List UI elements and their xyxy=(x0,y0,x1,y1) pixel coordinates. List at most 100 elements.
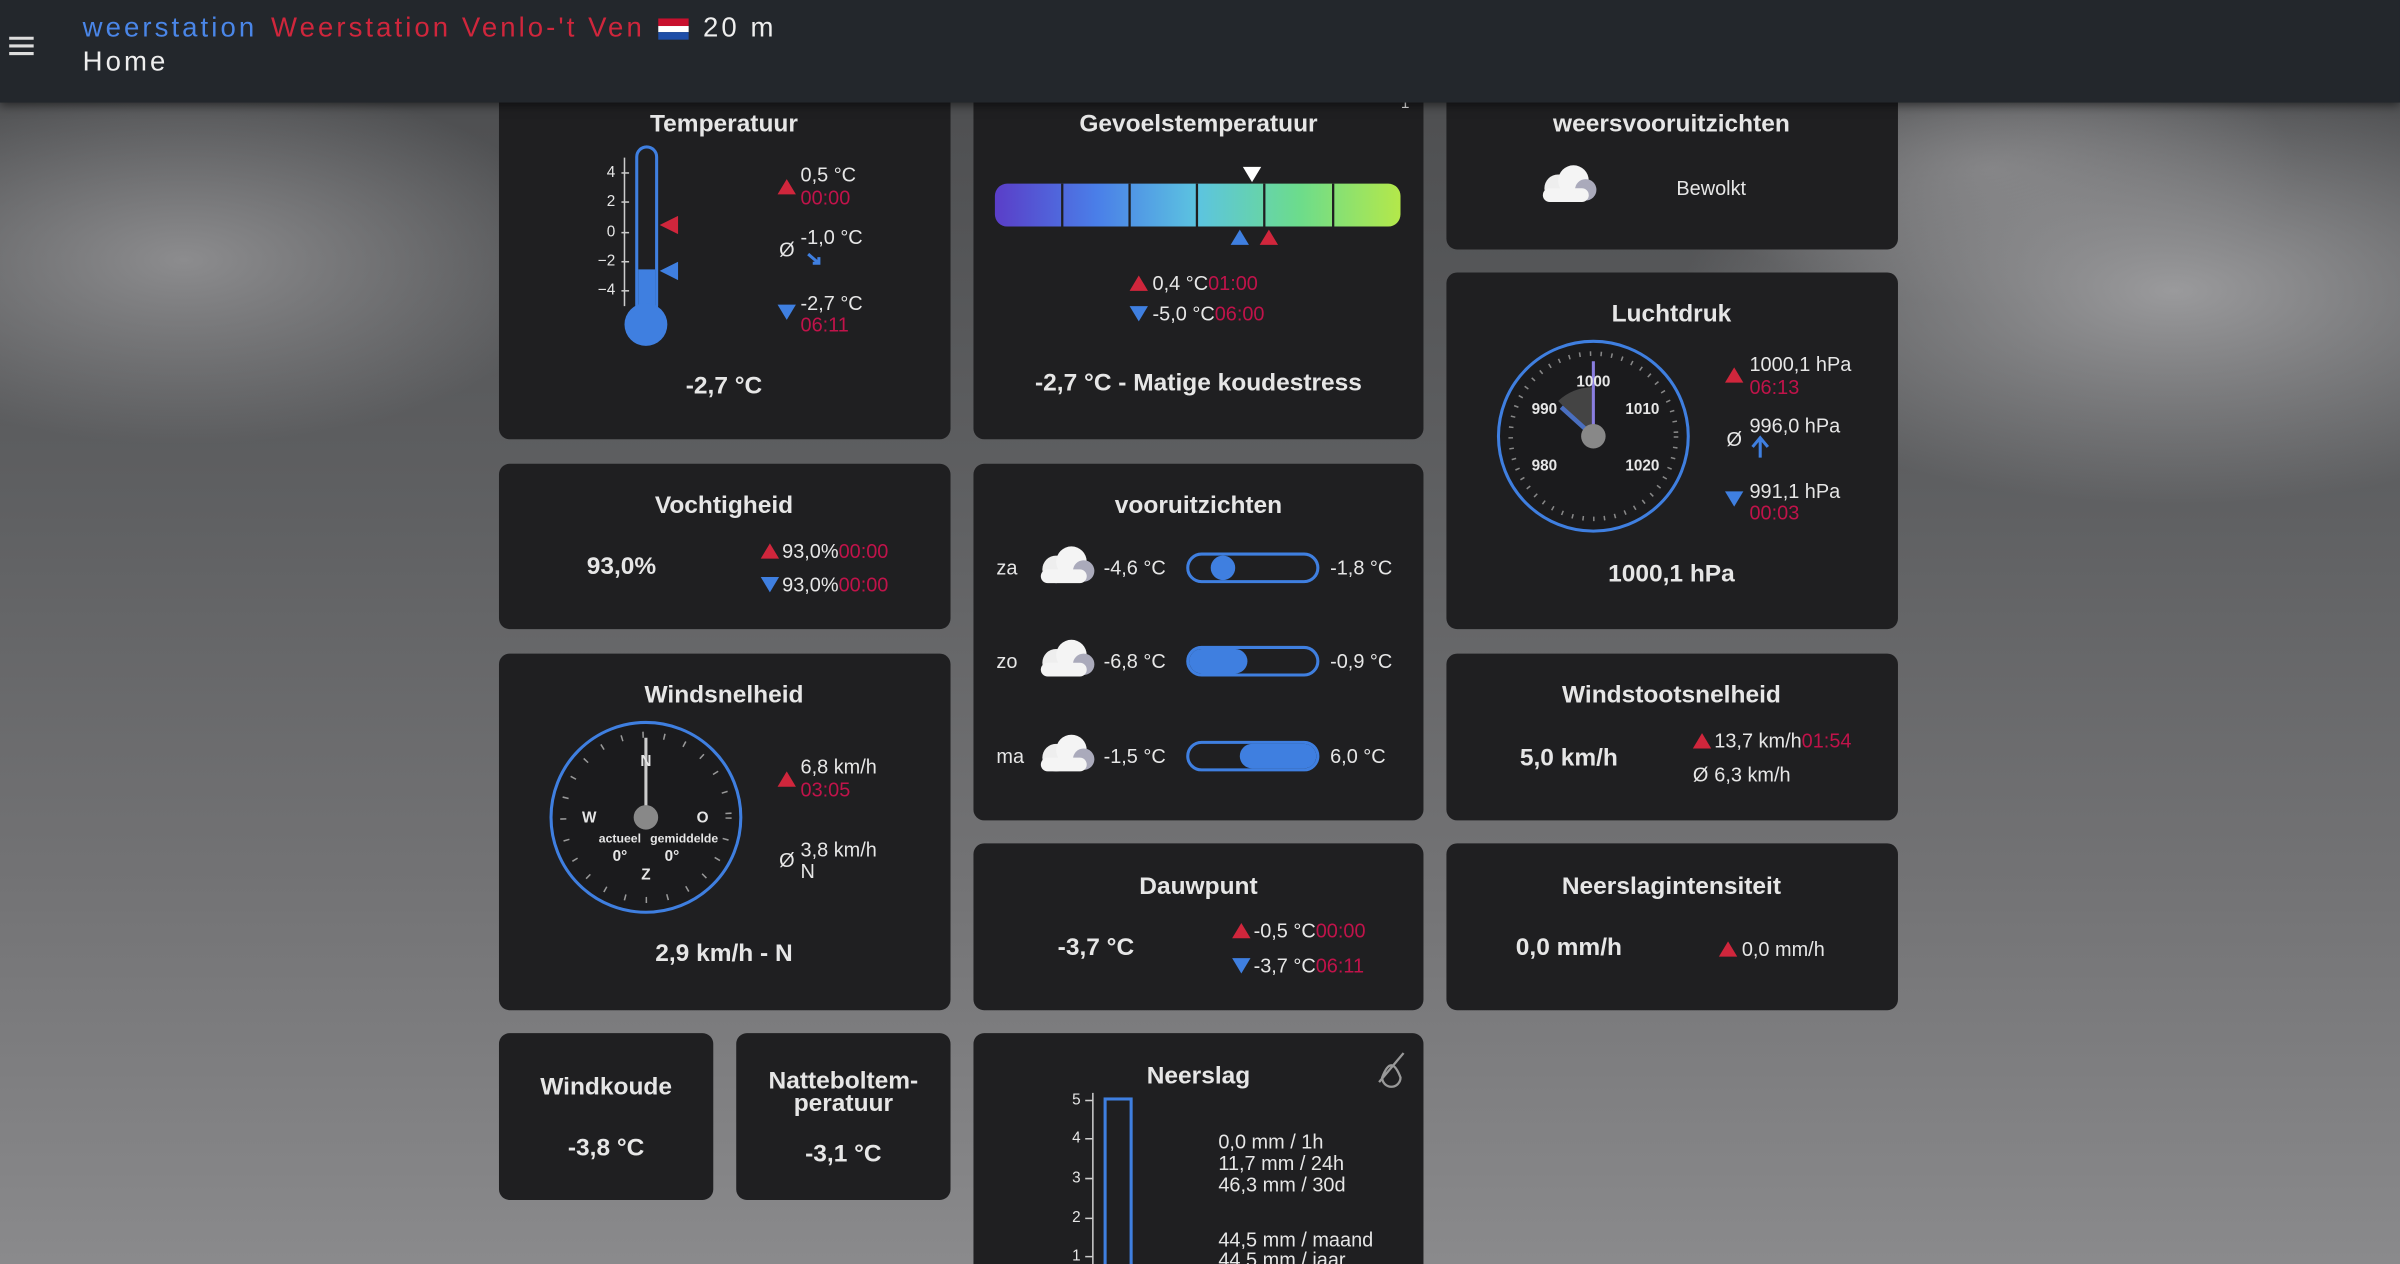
scale: 0 xyxy=(606,224,616,242)
avg: 6,3 km/h xyxy=(1714,763,1791,786)
min: 93,0% xyxy=(782,573,839,597)
min-icon xyxy=(760,577,780,593)
min-time: 06:11 xyxy=(800,313,849,336)
max-icon xyxy=(1718,941,1738,957)
title: Gevoelstemperatuur xyxy=(1079,111,1318,138)
page-title: Home xyxy=(82,45,169,77)
dial: 1020 xyxy=(1625,458,1660,476)
compass: W xyxy=(582,810,597,828)
avg: 996,0 hPa xyxy=(1749,414,1841,437)
totals: 0,0 mm / 1h xyxy=(1218,1130,1324,1154)
min-time: 00:00 xyxy=(838,573,889,597)
day: za xyxy=(996,556,1018,580)
max: 13,7 km/h xyxy=(1714,729,1802,753)
stat-row: 13,7 km/h01:54 xyxy=(1714,729,1851,752)
min-time: 06:00 xyxy=(1214,302,1265,326)
title: Temperatuur xyxy=(650,111,798,138)
max: 0,5 °C xyxy=(800,163,857,186)
card xyxy=(736,1033,951,1200)
badge: 1 xyxy=(1400,95,1410,113)
stat-row: 0,4 °C01:00 xyxy=(1153,272,1258,295)
min: -3,7 °C xyxy=(1253,954,1316,978)
stat-row: 93,0%00:00 xyxy=(782,573,888,596)
current: -3,7 °C xyxy=(1057,935,1135,962)
card xyxy=(973,61,1424,440)
altitude: 20 m xyxy=(703,12,777,43)
scale: 5 xyxy=(1072,1092,1081,1109)
app-bar: weerstation Weerstation Venlo-'t Ven 20 … xyxy=(0,0,2400,103)
avg: 3,8 km/h xyxy=(800,838,877,861)
brand: weerstation xyxy=(82,12,258,43)
low: -1,5 °C xyxy=(1103,744,1166,768)
menu-button[interactable] xyxy=(6,31,43,68)
card xyxy=(973,1033,1424,1264)
max: 93,0% xyxy=(782,539,839,563)
card xyxy=(1446,653,1898,821)
current: -3,8 °C xyxy=(567,1135,645,1162)
max-time: 01:00 xyxy=(1208,271,1258,295)
min: -2,7 °C xyxy=(800,291,863,315)
title-lines: Natteboltem- xyxy=(768,1068,919,1095)
title: Neerslag xyxy=(1146,1063,1251,1090)
low: -4,6 °C xyxy=(1103,556,1166,580)
max-time: 00:00 xyxy=(838,539,889,563)
card xyxy=(1446,843,1898,1011)
scale: −4 xyxy=(597,282,616,300)
min-icon xyxy=(1724,491,1744,507)
compass: Z xyxy=(641,867,651,884)
card xyxy=(498,463,951,630)
min: 991,1 hPa xyxy=(1749,479,1841,503)
max-icon xyxy=(1232,922,1251,939)
dial: 990 xyxy=(1531,401,1558,419)
pressure-gauge xyxy=(1496,339,1770,533)
scale: 4 xyxy=(606,164,616,182)
max: 6,8 km/h xyxy=(800,755,877,779)
cloud-icon xyxy=(1542,165,1597,203)
title: vooruitzichten xyxy=(1114,492,1283,519)
condition: Bewolkt xyxy=(1676,176,1747,200)
current: 2,9 km/h - N xyxy=(655,941,793,968)
min-icon xyxy=(777,304,796,320)
dial: 1010 xyxy=(1625,401,1660,419)
forecast-sliders xyxy=(1040,546,1320,772)
title-lines: peratuur xyxy=(793,1091,894,1118)
max-time: 03:05 xyxy=(800,778,851,802)
actual-label: actueel xyxy=(598,831,642,846)
wind-compass xyxy=(549,720,743,914)
current: 93,0% xyxy=(586,554,657,581)
max-icon xyxy=(777,179,796,195)
high: -1,8 °C xyxy=(1330,556,1393,580)
card xyxy=(498,1033,714,1200)
flag xyxy=(658,17,690,40)
average-label: gemiddelde xyxy=(650,831,719,846)
title: Vochtigheid xyxy=(654,492,794,519)
high: -0,9 °C xyxy=(1330,649,1393,673)
min-time: 06:11 xyxy=(1315,954,1365,978)
totals: 46,3 mm / 30d xyxy=(1218,1173,1346,1197)
title-row: weerstation Weerstation Venlo-'t Ven 20 … xyxy=(83,12,777,44)
max-time: 06:13 xyxy=(1749,375,1800,399)
high: 6,0 °C xyxy=(1330,744,1386,768)
max-icon xyxy=(1129,275,1148,291)
scale: −2 xyxy=(597,253,616,271)
stat-row: -5,0 °C06:00 xyxy=(1153,302,1265,325)
max-time: 00:00 xyxy=(1315,919,1366,943)
avg-symbol: Ø xyxy=(779,848,795,872)
current: -3,1 °C xyxy=(805,1141,882,1168)
current: 5,0 km/h xyxy=(1519,745,1618,772)
rain-gauge xyxy=(1085,1052,1405,1264)
max-icon xyxy=(1692,733,1712,749)
low: -6,8 °C xyxy=(1103,649,1166,673)
avg-symbol: Ø xyxy=(1692,763,1709,786)
totals: 11,7 mm / 24h xyxy=(1218,1151,1345,1175)
card xyxy=(498,61,951,440)
title: Neerslagintensiteit xyxy=(1561,873,1781,900)
min-time: 00:03 xyxy=(1749,501,1800,525)
dial: 980 xyxy=(1531,458,1558,476)
max-time: 00:00 xyxy=(800,185,851,209)
max-icon xyxy=(777,771,796,787)
scale: 2 xyxy=(606,193,616,211)
compass: O xyxy=(696,810,709,828)
stat-row: -0,5 °C00:00 xyxy=(1254,919,1366,942)
